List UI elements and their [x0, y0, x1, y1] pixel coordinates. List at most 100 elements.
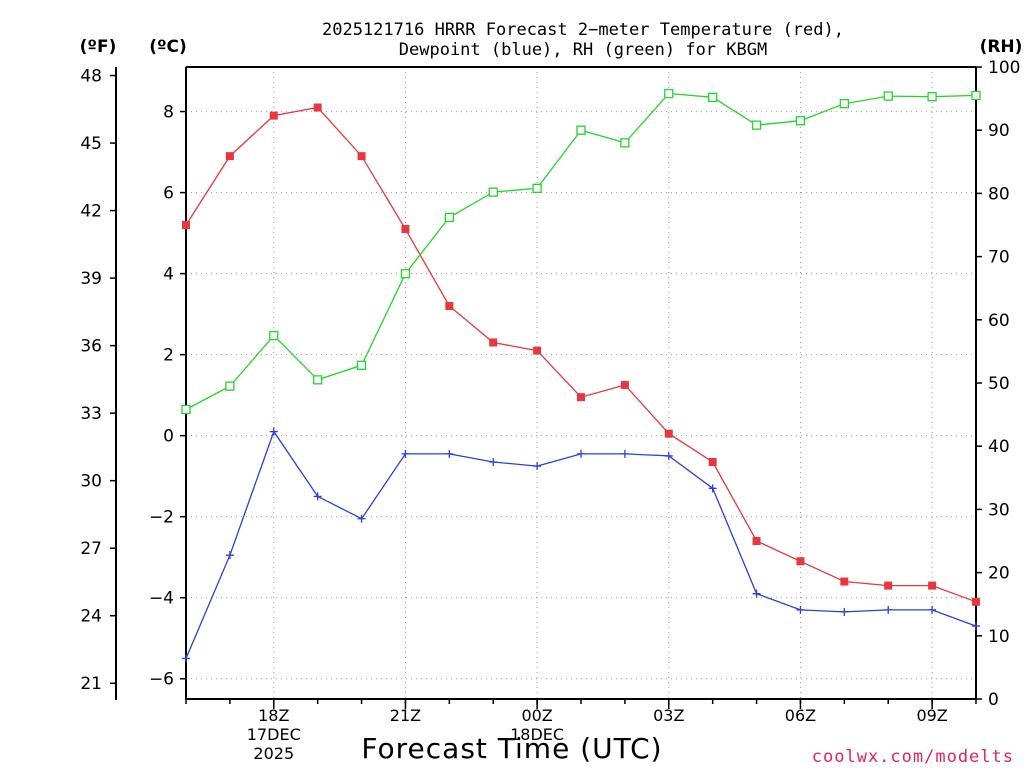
temperature-point	[664, 429, 673, 438]
rh-point	[971, 90, 981, 101]
dewpoint-point	[445, 449, 454, 458]
dewpoint-point	[840, 607, 849, 616]
celsius-tick-label: −6	[149, 670, 174, 690]
temperature-point	[752, 537, 761, 545]
rh-line	[185, 92, 977, 411]
dewpoint-point	[752, 589, 761, 598]
rh-tick-label: 50	[988, 374, 1010, 394]
rh-tick-label: 90	[988, 121, 1010, 141]
dewpoint-point	[796, 605, 805, 614]
temperature-point	[269, 111, 278, 120]
temperature-point	[972, 597, 980, 606]
temperature-point	[357, 152, 366, 161]
x-tick-label: 00Z	[521, 706, 552, 725]
rh-point	[795, 116, 806, 126]
x-tick-date-label: 17DEC	[247, 725, 301, 744]
rh-series	[181, 88, 981, 415]
celsius-tick-label: −4	[149, 589, 174, 609]
data-series	[181, 88, 981, 663]
x-tick-label: 03Z	[653, 706, 684, 725]
celsius-tick-label: 0	[163, 427, 174, 447]
rh-point	[488, 187, 498, 197]
x-tick-year-label: 2025	[253, 744, 294, 763]
x-axis-label: Forecast Time (UTC)	[361, 732, 662, 765]
rh-unit-label: (RH)	[980, 37, 1023, 57]
dewpoint-point	[489, 458, 498, 466]
dewpoint-point	[664, 451, 673, 460]
rh-point	[620, 138, 630, 148]
rh-point	[664, 88, 674, 99]
temperature-point	[401, 225, 410, 234]
dewpoint-point	[708, 484, 717, 493]
rh-point	[400, 269, 411, 279]
x-tick-label: 21Z	[390, 706, 421, 725]
chart-title-line-1: 2025121716 HRRR Forecast 2−meter Tempera…	[322, 20, 844, 40]
temperature-point	[225, 152, 234, 161]
x-tick-label: 18Z	[258, 706, 289, 725]
temperature-point	[489, 338, 498, 347]
fahrenheit-tick-label: 27	[80, 539, 102, 559]
dewpoint-point	[401, 449, 410, 458]
axes: 21242730333639424548−6−4−202468010203040…	[80, 58, 1020, 763]
temperature-series	[182, 103, 980, 606]
fahrenheit-tick-label: 33	[80, 404, 102, 424]
celsius-tick-label: 6	[163, 184, 174, 204]
gridlines	[186, 67, 976, 699]
rh-tick-label: 30	[988, 500, 1010, 520]
dewpoint-point	[972, 622, 980, 631]
temperature-point	[533, 346, 542, 355]
temperature-point	[796, 557, 805, 566]
fahrenheit-tick-label: 24	[80, 607, 102, 627]
rh-point	[225, 381, 235, 391]
credit-text: coolwx.com/modelts	[812, 747, 1014, 767]
dewpoint-point	[533, 462, 542, 471]
rh-tick-label: 100	[988, 58, 1020, 78]
chart-title-line-2: Dewpoint (blue), RH (green) for KBGM	[399, 40, 767, 60]
rh-point	[576, 125, 586, 135]
dewpoint-point	[884, 605, 893, 614]
rh-tick-label: 20	[988, 564, 1010, 584]
temperature-point	[313, 103, 322, 112]
fahrenheit-tick-label: 39	[80, 269, 102, 289]
rh-tick-label: 70	[988, 248, 1010, 268]
temperature-point	[708, 458, 717, 466]
dewpoint-series	[182, 427, 980, 663]
fahrenheit-tick-label: 36	[80, 337, 102, 357]
rh-tick-label: 60	[988, 311, 1010, 331]
rh-tick-label: 0	[988, 690, 999, 710]
fahrenheit-tick-label: 21	[80, 674, 102, 694]
rh-tick-label: 10	[988, 627, 1010, 647]
rh-point	[927, 92, 937, 102]
rh-point	[532, 183, 542, 193]
celsius-tick-label: −2	[149, 508, 174, 528]
rh-point	[313, 375, 323, 385]
temperature-point	[884, 581, 893, 590]
temperature-point	[840, 577, 849, 586]
rh-point	[181, 404, 191, 415]
celsius-unit-label: (ºC)	[149, 37, 187, 57]
dewpoint-point	[620, 449, 629, 458]
dewpoint-point	[577, 449, 585, 458]
x-tick-label: 09Z	[916, 706, 947, 725]
dewpoint-point	[269, 427, 278, 436]
dewpoint-line	[185, 430, 977, 659]
fahrenheit-unit-label: (ºF)	[80, 37, 117, 57]
fahrenheit-tick-label: 30	[80, 472, 102, 492]
rh-tick-label: 80	[988, 184, 1010, 204]
rh-point	[444, 212, 454, 223]
rh-point	[708, 92, 718, 102]
rh-point	[269, 330, 279, 341]
temperature-point	[620, 381, 629, 390]
dewpoint-point	[182, 654, 190, 663]
rh-point	[356, 360, 367, 370]
rh-point	[883, 91, 893, 101]
x-tick-label: 06Z	[785, 706, 816, 725]
fahrenheit-tick-label: 45	[80, 134, 102, 154]
temperature-point	[182, 221, 190, 229]
celsius-tick-label: 4	[163, 265, 174, 285]
dewpoint-point	[225, 551, 234, 560]
x-tick-date-label: 18DEC	[510, 725, 564, 744]
temperature-point	[928, 581, 937, 590]
fahrenheit-tick-label: 42	[80, 202, 102, 222]
